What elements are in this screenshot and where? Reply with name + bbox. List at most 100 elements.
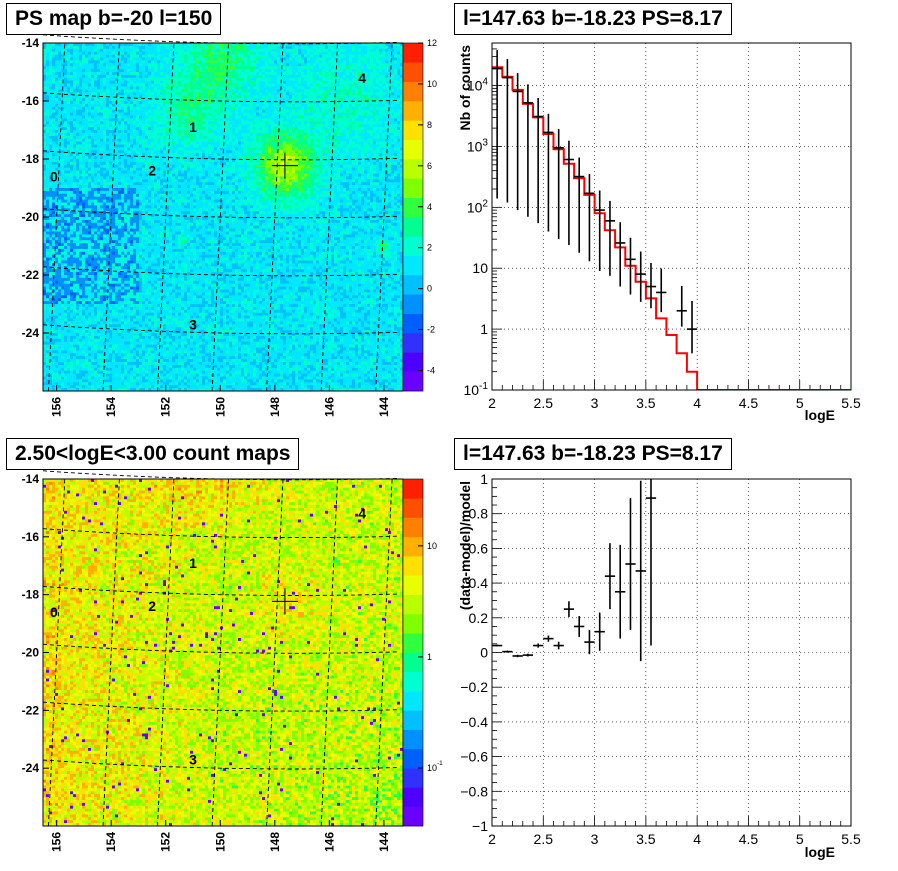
heatmap-cell xyxy=(61,237,64,240)
heatmap-cell xyxy=(55,142,58,145)
heatmap-cell xyxy=(118,121,121,124)
heatmap-cell xyxy=(73,348,76,351)
heatmap-cell xyxy=(61,385,64,388)
heatmap-cell xyxy=(145,191,148,194)
heatmap-cell xyxy=(70,379,73,382)
heatmap-cell xyxy=(52,197,55,200)
heatmap-cell xyxy=(142,220,145,223)
heatmap-cell xyxy=(106,188,109,191)
heatmap-cell xyxy=(58,165,61,168)
heatmap-cell xyxy=(88,159,91,162)
heatmap-cell xyxy=(64,60,67,63)
heatmap-cell xyxy=(79,130,82,133)
heatmap-cell xyxy=(109,89,112,92)
heatmap-cell xyxy=(130,385,133,388)
heatmap-cell xyxy=(118,188,121,191)
heatmap-cell xyxy=(82,301,85,304)
heatmap-cell xyxy=(109,104,112,107)
heatmap-cell xyxy=(103,269,106,272)
heatmap-cell xyxy=(124,98,127,101)
heatmap-cell xyxy=(109,118,112,121)
heatmap-cell xyxy=(127,116,130,119)
heatmap-cell xyxy=(151,240,154,243)
heatmap-cell xyxy=(58,263,61,266)
heatmap-cell xyxy=(52,87,55,90)
heatmap-cell xyxy=(76,226,79,229)
heatmap-cell xyxy=(85,385,88,388)
heatmap-cell xyxy=(79,284,82,287)
heatmap-cell xyxy=(97,385,100,388)
heatmap-cell xyxy=(106,301,109,304)
heatmap-cell xyxy=(109,330,112,333)
heatmap-cell xyxy=(163,327,166,330)
heatmap-cell xyxy=(94,374,97,377)
heatmap-cell xyxy=(82,385,85,388)
heatmap-cell xyxy=(67,124,70,127)
heatmap-cell xyxy=(82,98,85,101)
heatmap-cell xyxy=(139,124,142,127)
heatmap-cell xyxy=(64,142,67,145)
heatmap-cell xyxy=(115,284,118,287)
heatmap-cell xyxy=(142,246,145,249)
heatmap-cell xyxy=(91,130,94,133)
heatmap-cell xyxy=(109,374,112,377)
heatmap-cell xyxy=(136,290,139,293)
heatmap-cell xyxy=(127,174,130,177)
heatmap-cell xyxy=(94,313,97,316)
heatmap-cell xyxy=(139,345,142,348)
heatmap-cell xyxy=(109,171,112,174)
heatmap-cell xyxy=(46,116,49,119)
heatmap-cell xyxy=(112,101,115,104)
heatmap-cell xyxy=(127,350,130,353)
heatmap-cell xyxy=(76,255,79,258)
heatmap-cell xyxy=(94,336,97,339)
heatmap-cell xyxy=(88,87,91,90)
heatmap-cell xyxy=(49,133,52,136)
heatmap-cell xyxy=(46,130,49,133)
heatmap-cell xyxy=(79,353,82,356)
heatmap-cell xyxy=(94,345,97,348)
heatmap-cell xyxy=(112,304,115,307)
heatmap-cell xyxy=(64,255,67,258)
heatmap-cell xyxy=(85,197,88,200)
heatmap-cell xyxy=(163,101,166,104)
heatmap-cell xyxy=(106,168,109,171)
heatmap-cell xyxy=(124,72,127,75)
heatmap-cell xyxy=(82,382,85,385)
heatmap-cell xyxy=(121,162,124,165)
heatmap-cell xyxy=(106,243,109,246)
heatmap-cell xyxy=(124,118,127,121)
heatmap-cell xyxy=(145,142,148,145)
heatmap-cell xyxy=(139,298,142,301)
heatmap-cell xyxy=(118,145,121,148)
heatmap-cell xyxy=(43,124,46,127)
heatmap-cell xyxy=(52,133,55,136)
heatmap-cell xyxy=(100,321,103,324)
heatmap-cell xyxy=(100,205,103,208)
heatmap-cell xyxy=(67,171,70,174)
heatmap-cell xyxy=(85,159,88,162)
heatmap-cell xyxy=(124,339,127,342)
heatmap-cell xyxy=(82,252,85,255)
heatmap-cell xyxy=(136,324,139,327)
heatmap-cell xyxy=(112,55,115,58)
heatmap-cell xyxy=(58,281,61,284)
heatmap-cell xyxy=(133,310,136,313)
heatmap-cell xyxy=(130,374,133,377)
heatmap-cell xyxy=(103,55,106,58)
heatmap-cell xyxy=(118,124,121,127)
heatmap-cell xyxy=(91,142,94,145)
heatmap-cell xyxy=(52,81,55,84)
heatmap-cell xyxy=(70,69,73,72)
heatmap-cell xyxy=(136,113,139,116)
heatmap-cell xyxy=(166,116,169,119)
heatmap-cell xyxy=(121,249,124,252)
heatmap-cell xyxy=(82,174,85,177)
heatmap-cell xyxy=(61,101,64,104)
heatmap-cell xyxy=(118,226,121,229)
heatmap-cell xyxy=(163,89,166,92)
heatmap-cell xyxy=(148,55,151,58)
heatmap-cell xyxy=(58,214,61,217)
heatmap-cell xyxy=(154,104,157,107)
heatmap-cell xyxy=(55,89,58,92)
